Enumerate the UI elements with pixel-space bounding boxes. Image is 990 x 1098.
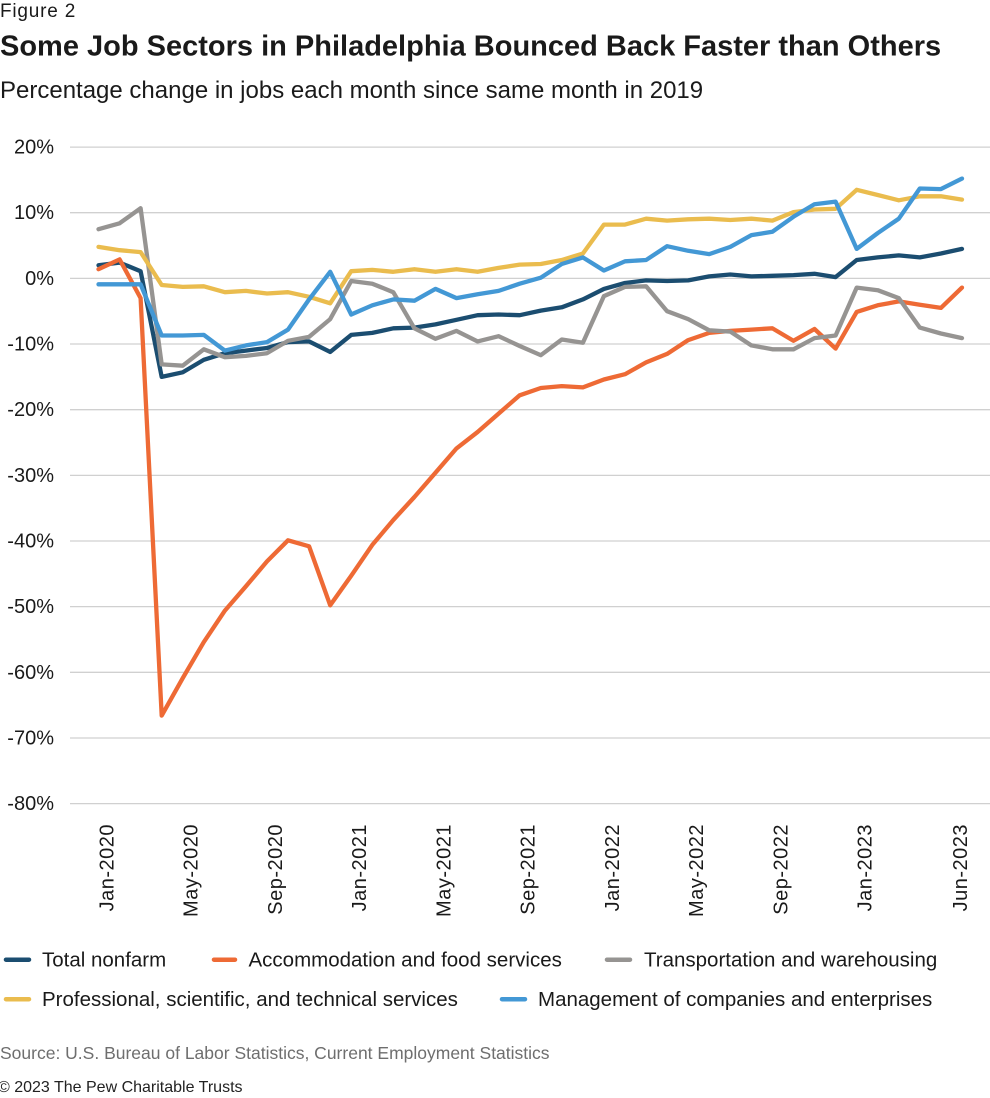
svg-text:10%: 10% [14,202,54,224]
svg-text:0%: 0% [25,268,54,290]
svg-text:Jan-2020: Jan-2020 [97,824,119,911]
svg-text:-60%: -60% [7,662,54,684]
svg-text:Sep-2021: Sep-2021 [518,824,540,915]
svg-text:© 2023 The Pew Charitable Trus: © 2023 The Pew Charitable Trusts [0,1079,243,1093]
svg-text:-10%: -10% [7,334,54,356]
svg-text:-30%: -30% [7,465,54,487]
svg-text:Total nonfarm: Total nonfarm [42,949,166,972]
svg-text:-80%: -80% [7,793,54,815]
svg-text:Jan-2021: Jan-2021 [349,824,371,911]
svg-text:-50%: -50% [7,596,54,618]
svg-text:Jan-2023: Jan-2023 [855,824,877,911]
svg-text:Figure 2: Figure 2 [0,1,76,22]
svg-text:-70%: -70% [7,728,54,750]
svg-text:May-2022: May-2022 [686,824,708,917]
svg-text:Professional, scientific, and: Professional, scientific, and technical … [42,988,458,1011]
svg-text:May-2021: May-2021 [434,824,456,917]
svg-text:Management of companies and en: Management of companies and enterprises [538,988,932,1011]
svg-text:Jan-2022: Jan-2022 [602,824,624,911]
svg-text:Accommodation and food service: Accommodation and food services [249,949,562,972]
svg-text:Some Job Sectors in Philadelph: Some Job Sectors in Philadelphia Bounced… [0,31,941,63]
svg-text:Sep-2022: Sep-2022 [770,824,792,915]
svg-text:-20%: -20% [7,399,54,421]
svg-text:May-2020: May-2020 [181,824,203,917]
svg-text:Transportation and warehousing: Transportation and warehousing [644,949,937,972]
svg-text:Source: U.S. Bureau of Labor S: Source: U.S. Bureau of Labor Statistics,… [0,1043,550,1063]
svg-text:20%: 20% [14,137,54,159]
svg-text:-40%: -40% [7,531,54,553]
svg-text:Percentage change in jobs each: Percentage change in jobs each month sin… [0,77,703,104]
svg-text:Jun-2023: Jun-2023 [950,824,972,911]
svg-text:Sep-2020: Sep-2020 [265,824,287,915]
